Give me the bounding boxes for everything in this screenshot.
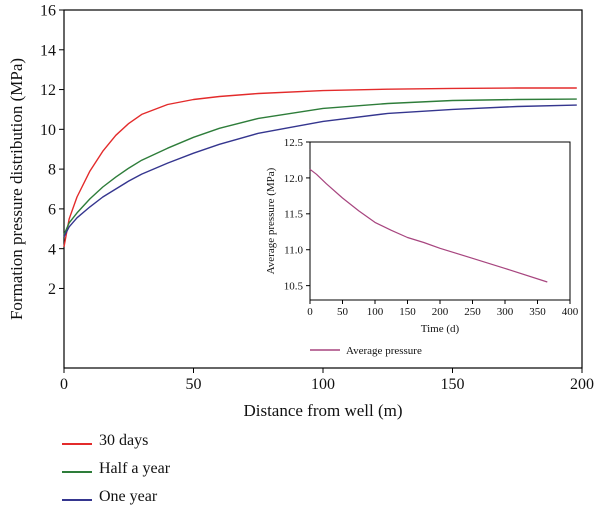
main-x-axis-label: Distance from well (m) xyxy=(243,401,402,420)
main-y-tick-label: 16 xyxy=(40,3,56,20)
legend-label-half-a-year: Half a year xyxy=(99,460,171,477)
inset-x-tick-label: 350 xyxy=(529,306,546,318)
legend-label-one-year: One year xyxy=(99,488,158,505)
inset-x-tick-label: 200 xyxy=(432,306,449,318)
inset-x-axis-label: Time (d) xyxy=(421,323,460,335)
main-y-axis-label: Formation pressure distribution (MPa) xyxy=(7,58,26,320)
main-legend: 30 days Half a year One year xyxy=(62,430,322,514)
inset-x-tick-label: 50 xyxy=(337,306,349,318)
main-x-tick-label: 50 xyxy=(186,376,202,393)
inset-x-tick-label: 400 xyxy=(562,306,579,318)
legend-item-one-year: One year xyxy=(62,486,322,514)
series-line-30-days xyxy=(63,87,577,247)
main-x-tick-label: 200 xyxy=(570,376,594,393)
inset-y-tick-label: 12.5 xyxy=(284,137,304,149)
inset-plot-frame xyxy=(309,141,571,301)
main-y-tick-label: 8 xyxy=(48,162,56,179)
legend-item-30-days: 30 days xyxy=(62,430,322,458)
main-y-tick-label: 6 xyxy=(48,201,56,218)
legend-label-30-days: 30 days xyxy=(99,432,149,449)
inset-x-tick-label: 300 xyxy=(497,306,514,318)
inset-x-tick-label: 250 xyxy=(464,306,481,318)
main-y-tick-label: 4 xyxy=(48,241,56,258)
main-y-tick-label: 12 xyxy=(40,82,56,99)
legend-item-half-a-year: Half a year xyxy=(62,458,322,486)
legend-swatch-one-year xyxy=(62,499,92,501)
series-line-half-a-year xyxy=(63,98,577,235)
main-y-tick-label: 2 xyxy=(48,281,56,298)
inset-x-tick-label: 100 xyxy=(367,306,384,318)
inset-y-tick-label: 12.0 xyxy=(284,173,304,185)
main-y-tick-label: 14 xyxy=(40,42,56,59)
series-line-average-pressure xyxy=(309,168,548,283)
main-y-tick-label: 10 xyxy=(40,122,56,139)
main-x-tick-label: 0 xyxy=(60,376,68,393)
inset-x-tick-label: 0 xyxy=(307,306,313,318)
main-x-tick-label: 150 xyxy=(441,376,465,393)
legend-swatch-30-days xyxy=(62,443,92,445)
inset-y-tick-label: 10.5 xyxy=(284,280,304,292)
series-line-one-year xyxy=(63,104,577,238)
inset-x-tick-label: 150 xyxy=(399,306,416,318)
legend-swatch-half-a-year xyxy=(62,471,92,473)
inset-y-axis-label: Average pressure (MPa) xyxy=(265,167,277,274)
inset-y-tick-label: 11.5 xyxy=(284,209,303,221)
inset-y-tick-label: 11.0 xyxy=(284,245,303,257)
main-x-tick-label: 100 xyxy=(311,376,335,393)
inset-plot: 0 50 100 150 200 250 300 350 400 10.5 11.0 11.5 12.0… xyxy=(258,134,579,366)
inset-legend-label: Average pressure xyxy=(346,345,422,357)
